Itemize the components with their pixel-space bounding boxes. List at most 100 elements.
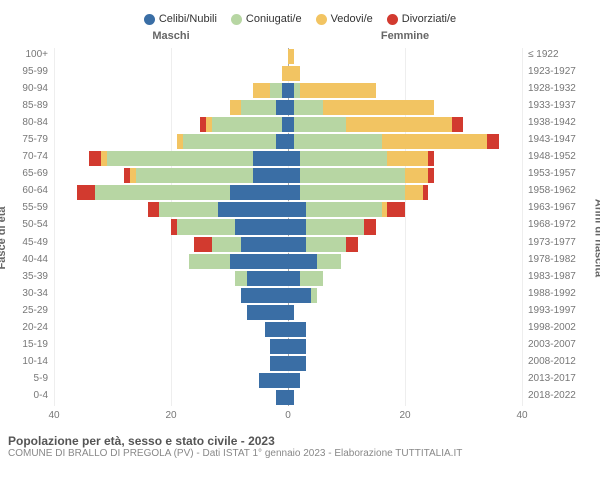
bar-segment [276,134,288,149]
female-bar [288,271,600,286]
female-bar [288,100,600,115]
bar-segment [288,390,294,405]
bar-segment [294,134,382,149]
bar-segment [288,168,300,183]
age-row: 15-192003-2007 [54,338,522,355]
female-bar [288,254,600,269]
bar-segment [107,151,253,166]
age-row: 65-691953-1957 [54,167,522,184]
female-bar [288,373,600,388]
bar-segment [311,288,317,303]
male-bar [0,100,288,115]
female-bar [288,117,600,132]
x-tick: 40 [48,410,59,421]
footer-title: Popolazione per età, sesso e stato civil… [8,434,592,448]
bar-segment [230,100,242,115]
female-bar [288,322,600,337]
bar-segment [306,237,347,252]
x-tick: 40 [516,410,527,421]
bar-segment [317,254,340,269]
bar-segment [288,66,300,81]
female-bar [288,339,600,354]
bar-segment [259,373,288,388]
legend-label: Coniugati/e [246,13,302,25]
age-row: 30-341988-1992 [54,287,522,304]
bar-segment [306,219,365,234]
legend-swatch [387,14,398,25]
age-row: 100+≤ 1922 [54,48,522,65]
age-row: 50-541968-1972 [54,218,522,235]
age-row: 5-92013-2017 [54,372,522,389]
bar-segment [288,254,317,269]
female-bar [288,66,600,81]
bar-segment [189,254,230,269]
male-bar [0,288,288,303]
female-header: Femmine [288,30,522,48]
bar-segment [148,202,160,217]
age-row: 25-291993-1997 [54,304,522,321]
bar-segment [288,185,300,200]
bar-segment [288,219,306,234]
header-labels: Maschi Femmine [0,30,600,48]
male-bar [0,83,288,98]
female-bar [288,237,600,252]
bar-segment [387,202,405,217]
bar-segment [323,100,434,115]
bar-segment [288,202,306,217]
age-row: 45-491973-1977 [54,236,522,253]
x-tick: 0 [285,410,291,421]
male-bar [0,151,288,166]
male-bar [0,49,288,64]
bar-segment [265,322,288,337]
bar-segment [270,339,288,354]
male-bar [0,117,288,132]
legend-swatch [144,14,155,25]
bar-segment [270,83,282,98]
female-bar [288,356,600,371]
bar-segment [241,288,288,303]
footer: Popolazione per età, sesso e stato civil… [0,428,600,459]
bar-segment [346,117,451,132]
bar-segment [247,271,288,286]
male-bar [0,390,288,405]
bar-segment [487,134,499,149]
bar-segment [300,83,376,98]
bar-segment [276,390,288,405]
bar-segment [235,271,247,286]
bar-segment [300,151,388,166]
bar-segment [288,151,300,166]
male-bar [0,339,288,354]
bar-segment [218,202,288,217]
bar-segment [253,83,271,98]
female-bar [288,288,600,303]
x-axis: 402002040 [54,406,522,428]
bar-segment [89,151,101,166]
male-bar [0,168,288,183]
legend-item: Vedovi/e [316,13,373,25]
female-bar [288,185,600,200]
plot: 100+≤ 192295-991923-192790-941928-193285… [54,48,522,406]
bar-segment [241,100,276,115]
female-bar [288,202,600,217]
age-row: 40-441978-1982 [54,253,522,270]
bar-segment [294,100,323,115]
female-bar [288,134,600,149]
bar-segment [241,237,288,252]
bar-segment [288,305,294,320]
legend-label: Divorziati/e [402,13,456,25]
bar-segment [212,237,241,252]
age-row: 60-641958-1962 [54,184,522,201]
legend-item: Coniugati/e [231,13,302,25]
bar-segment [183,134,277,149]
bar-segment [300,271,323,286]
bar-segment [77,185,95,200]
male-bar [0,322,288,337]
bar-segment [212,117,282,132]
male-bar [0,373,288,388]
bar-segment [288,237,306,252]
chart-area: Fasce di età Anni di nascita 100+≤ 19229… [0,48,600,428]
female-bar [288,305,600,320]
bar-segment [270,356,288,371]
bar-segment [230,254,289,269]
male-bar [0,185,288,200]
